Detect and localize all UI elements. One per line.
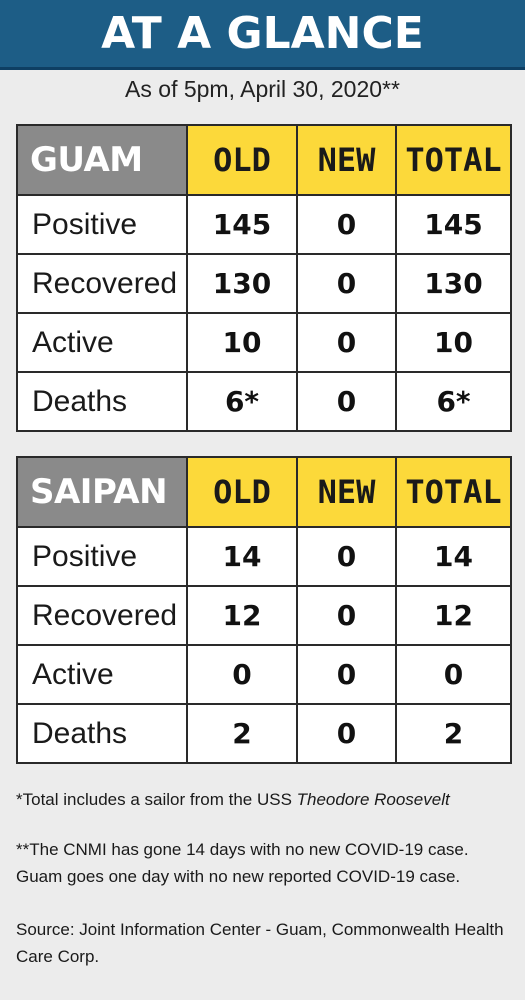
saipan-table: SAIPAN OLD NEW TOTAL Positive 14 0 14 Re… <box>16 456 512 764</box>
row-label: Positive <box>16 194 188 255</box>
column-header-total: TOTAL <box>395 456 512 528</box>
table-header-row: SAIPAN OLD NEW TOTAL <box>16 456 512 528</box>
table-row: Positive 145 0 145 <box>16 194 512 255</box>
table-row: Active 0 0 0 <box>16 644 512 705</box>
row-label: Positive <box>16 526 188 587</box>
table-header-row: GUAM OLD NEW TOTAL <box>16 124 512 196</box>
cell-old: 14 <box>186 526 298 587</box>
source-text: Source: Joint Information Center - Guam,… <box>16 920 504 966</box>
cell-new: 0 <box>296 253 397 314</box>
as-of-date: As of 5pm, April 30, 2020** <box>125 76 400 102</box>
place-label: GUAM <box>16 124 188 196</box>
cell-old: 6* <box>186 371 298 432</box>
cell-total: 12 <box>395 585 512 646</box>
cell-old: 145 <box>186 194 298 255</box>
cell-total: 2 <box>395 703 512 764</box>
cell-new: 0 <box>296 703 397 764</box>
table-row: Recovered 12 0 12 <box>16 585 512 646</box>
page-title: AT A GLANCE <box>101 8 424 59</box>
cell-new: 0 <box>296 194 397 255</box>
table-row: Recovered 130 0 130 <box>16 253 512 314</box>
cell-new: 0 <box>296 644 397 705</box>
guam-table: GUAM OLD NEW TOTAL Positive 145 0 145 Re… <box>16 124 512 432</box>
cell-total: 145 <box>395 194 512 255</box>
row-label: Active <box>16 312 188 373</box>
row-label: Active <box>16 644 188 705</box>
footnote-cnmi-text: **The CNMI has gone 14 days with no new … <box>16 840 469 886</box>
table-row: Deaths 6* 0 6* <box>16 371 512 432</box>
source-note: Source: Joint Information Center - Guam,… <box>16 916 516 970</box>
cell-total: 0 <box>395 644 512 705</box>
header-banner: AT A GLANCE <box>0 0 525 70</box>
cell-old: 10 <box>186 312 298 373</box>
table-row: Active 10 0 10 <box>16 312 512 373</box>
footnote-sailor: *Total includes a sailor from the USS Th… <box>16 786 516 813</box>
cell-old: 0 <box>186 644 298 705</box>
footnote-sailor-text: *Total includes a sailor from the USS <box>16 790 297 809</box>
column-header-old: OLD <box>186 456 298 528</box>
cell-total: 6* <box>395 371 512 432</box>
column-header-new: NEW <box>296 456 397 528</box>
cell-total: 14 <box>395 526 512 587</box>
cell-old: 12 <box>186 585 298 646</box>
cell-old: 130 <box>186 253 298 314</box>
cell-total: 130 <box>395 253 512 314</box>
row-label: Recovered <box>16 253 188 314</box>
row-label: Deaths <box>16 371 188 432</box>
column-header-new: NEW <box>296 124 397 196</box>
ship-name: Theodore Roosevelt <box>296 790 450 809</box>
column-header-old: OLD <box>186 124 298 196</box>
row-label: Deaths <box>16 703 188 764</box>
table-row: Deaths 2 0 2 <box>16 703 512 764</box>
row-label: Recovered <box>16 585 188 646</box>
column-header-total: TOTAL <box>395 124 512 196</box>
cell-total: 10 <box>395 312 512 373</box>
cell-new: 0 <box>296 526 397 587</box>
place-label: SAIPAN <box>16 456 188 528</box>
cell-new: 0 <box>296 371 397 432</box>
cell-new: 0 <box>296 312 397 373</box>
footnote-cnmi: **The CNMI has gone 14 days with no new … <box>16 836 516 890</box>
cell-new: 0 <box>296 585 397 646</box>
table-row: Positive 14 0 14 <box>16 526 512 587</box>
cell-old: 2 <box>186 703 298 764</box>
